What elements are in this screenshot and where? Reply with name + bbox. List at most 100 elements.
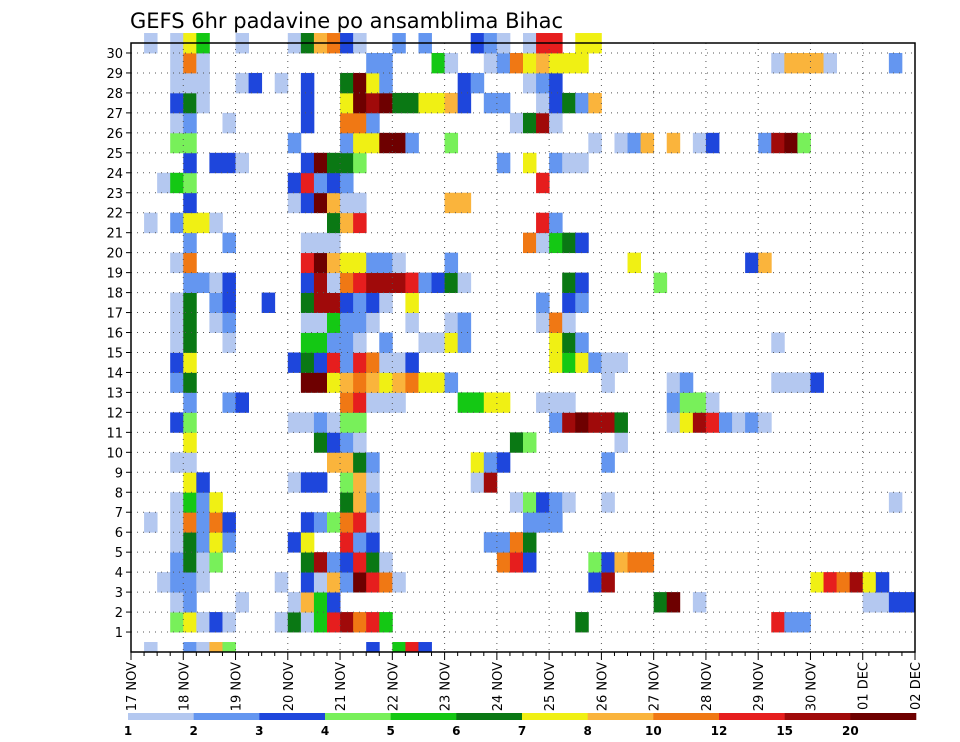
- heatmap-cell: [366, 252, 380, 274]
- heatmap-cell: [810, 572, 824, 593]
- heatmap-cell: [222, 332, 236, 353]
- heatmap-cell: [340, 572, 354, 593]
- legend-swatch: [390, 713, 457, 720]
- heatmap-cell: [366, 452, 380, 473]
- heatmap-cell: [470, 392, 485, 413]
- heatmap-cell: [888, 52, 903, 74]
- heatmap-cell: [170, 352, 184, 373]
- heatmap-cell: [144, 212, 158, 234]
- heatmap-cell: [170, 412, 184, 433]
- y-tick-label: 29: [106, 67, 123, 82]
- heatmap-cell: [457, 72, 472, 94]
- y-tick-label: 14: [106, 366, 123, 381]
- heatmap-cell: [287, 132, 302, 154]
- heatmap-cell: [509, 112, 524, 134]
- heatmap-cell: [300, 272, 315, 293]
- heatmap-cell: [549, 312, 563, 333]
- heatmap-cell: [692, 132, 707, 154]
- heatmap-cell: [235, 72, 249, 94]
- heatmap-cell: [379, 72, 393, 94]
- heatmap-cell: [340, 292, 354, 313]
- heatmap-cell: [588, 412, 602, 433]
- heatmap-cell: [287, 172, 302, 194]
- y-tick-label: 24: [106, 167, 123, 182]
- heatmap-cell: [222, 272, 236, 293]
- heatmap-cell: [340, 612, 354, 633]
- heatmap-cell: [771, 372, 785, 393]
- heatmap-cell: [340, 132, 354, 154]
- heatmap-cell: [183, 472, 197, 493]
- heatmap-cell: [209, 312, 223, 333]
- heatmap-cell: [353, 552, 367, 573]
- heatmap-cell: [601, 372, 615, 393]
- heatmap-cell: [562, 292, 576, 313]
- heatmap-cell: [784, 612, 798, 633]
- heatmap-cell: [745, 412, 759, 433]
- y-tick-label: 23: [106, 187, 123, 202]
- heatmap-cell: [300, 372, 315, 393]
- heatmap-cell: [444, 192, 459, 214]
- heatmap-cell: [300, 72, 315, 94]
- heatmap-cell: [183, 432, 197, 453]
- heatmap-cell: [549, 512, 563, 533]
- heatmap-cell: [353, 332, 367, 353]
- heatmap-cell: [183, 172, 197, 194]
- heatmap-cell: [457, 312, 472, 333]
- heatmap-cell: [536, 172, 550, 194]
- y-tick-label: 18: [106, 287, 123, 302]
- y-tick-label: 28: [106, 87, 123, 102]
- heatmap-cell: [366, 72, 380, 94]
- heatmap-cell: [588, 572, 602, 593]
- heatmap-cell: [536, 312, 550, 333]
- heatmap-cell: [209, 612, 223, 633]
- heatmap-cell: [457, 192, 472, 214]
- legend-label: 3: [255, 724, 263, 738]
- heatmap-cell: [235, 152, 249, 174]
- heatmap-cell: [196, 612, 210, 633]
- heatmap-cell: [496, 92, 511, 114]
- heatmap-cell: [366, 372, 380, 393]
- heatmap-cell: [588, 352, 602, 373]
- heatmap-cell: [379, 52, 393, 74]
- heatmap-cell: [496, 392, 511, 413]
- heatmap-cell: [313, 592, 328, 613]
- legend-label: 6: [452, 724, 460, 738]
- heatmap-cell: [784, 372, 798, 393]
- heatmap-cell: [353, 72, 367, 94]
- heatmap-cell: [536, 112, 550, 134]
- heatmap-cell: [575, 412, 589, 433]
- legend-label: 8: [583, 724, 591, 738]
- heatmap-cell: [692, 592, 707, 613]
- heatmap-cell: [313, 332, 328, 353]
- heatmap-cell: [366, 92, 380, 114]
- heatmap-cell: [562, 332, 576, 353]
- heatmap-cell: [327, 212, 341, 234]
- heatmap-cell: [313, 512, 328, 533]
- heatmap-cell: [666, 372, 681, 393]
- heatmap-cell: [353, 572, 367, 593]
- heatmap-cell: [209, 642, 223, 653]
- heatmap-cell: [196, 212, 210, 234]
- heatmap-cell: [313, 292, 328, 313]
- heatmap-cell: [353, 112, 367, 134]
- heatmap-cell: [444, 132, 459, 154]
- heatmap-cell: [549, 212, 563, 234]
- heatmap-cell: [327, 172, 341, 194]
- heatmap-cell: [483, 452, 498, 473]
- heatmap-cell: [549, 152, 563, 174]
- heatmap-cell: [392, 392, 406, 413]
- heatmap-cell: [287, 412, 302, 433]
- heatmap-cell: [640, 132, 655, 154]
- heatmap-cell: [287, 532, 302, 553]
- y-tick-label: 25: [106, 147, 123, 162]
- legend-label: 15: [776, 724, 793, 738]
- heatmap-cell: [222, 392, 236, 413]
- heatmap-cell: [392, 642, 406, 653]
- heatmap-cell: [327, 432, 341, 453]
- heatmap-cell: [444, 272, 459, 293]
- heatmap-cell: [562, 272, 576, 293]
- heatmap-cell: [340, 352, 354, 373]
- heatmap-cell: [235, 392, 249, 413]
- heatmap-cell: [366, 312, 380, 333]
- heatmap-cell: [797, 612, 811, 633]
